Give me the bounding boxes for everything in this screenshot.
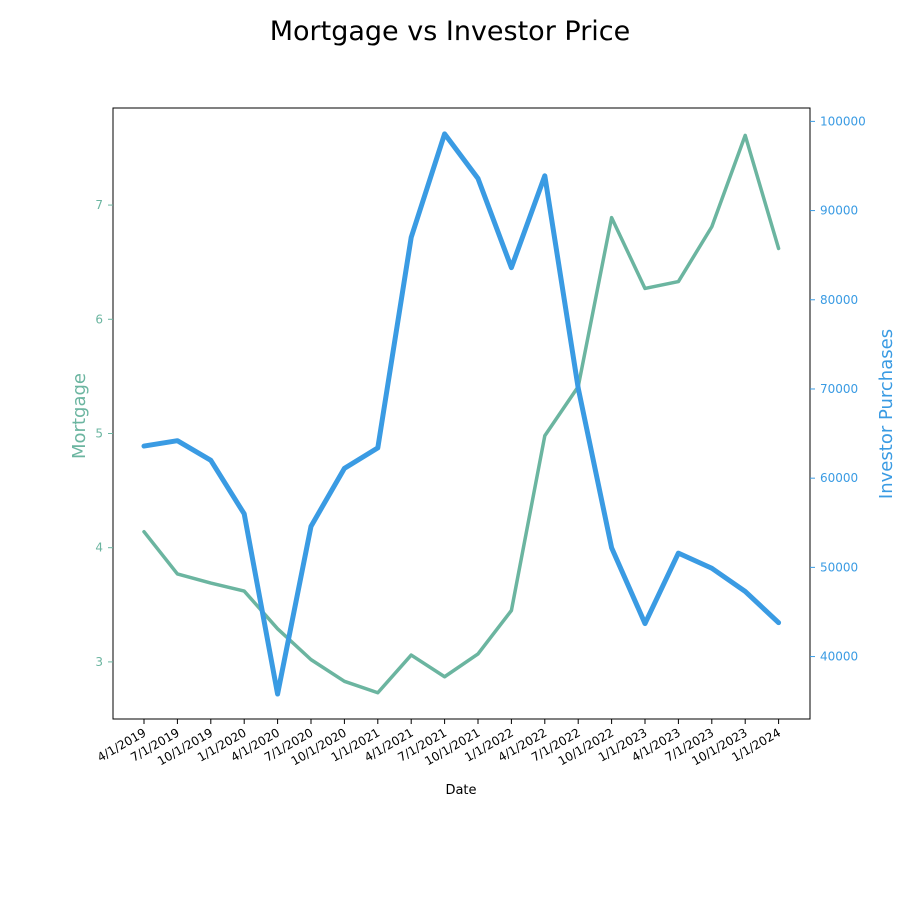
right-y-tick-label: 50000 [820,560,858,574]
series-line-mortgage [142,133,781,695]
right-y-axis-label: Investor Purchases [876,329,897,499]
left-y-tick-label: 5 [95,426,103,440]
right-y-tick-label: 80000 [820,293,858,307]
left-y-tick-label: 3 [95,655,103,669]
left-y-tick-label: 4 [95,541,103,555]
right-y-tick-label: 40000 [820,650,858,664]
right-y-tick-label: 90000 [820,204,858,218]
plot-frame [112,107,811,720]
plot-area: 4/1/20197/1/201910/1/20191/1/20204/1/202… [95,107,866,768]
left-y-axis-label: Mortgage [69,373,90,459]
right-y-tick-label: 60000 [820,471,858,485]
right-y-tick-label: 70000 [820,382,858,396]
series-line-investor-purchases [141,131,782,697]
x-axis-label: Date [445,783,476,798]
chart-title: Mortgage vs Investor Price [270,16,631,47]
left-y-tick-label: 6 [95,312,103,326]
left-y-tick-label: 7 [95,198,103,212]
right-y-tick-label: 100000 [820,114,866,128]
